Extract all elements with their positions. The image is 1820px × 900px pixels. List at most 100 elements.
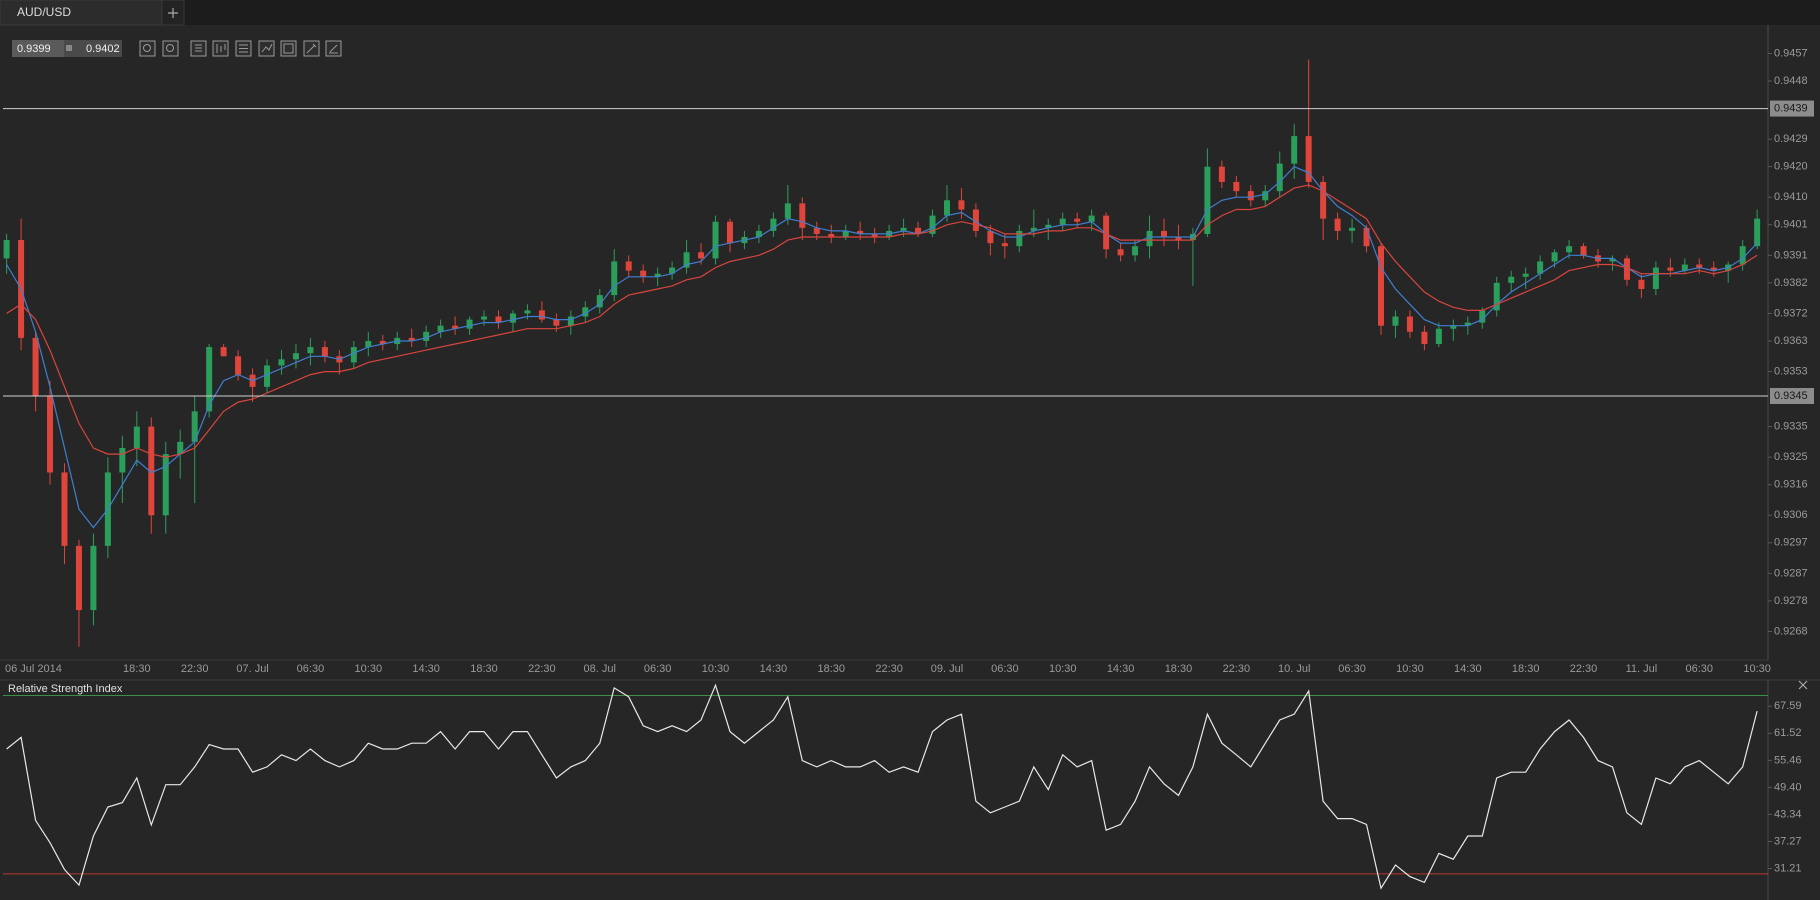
candle-body [278,359,285,366]
candle-body [1117,249,1124,256]
y-tick-label: 31.21 [1774,862,1802,874]
x-tick-label: 18:30 [123,663,151,675]
x-tick-label: 06:30 [1686,663,1714,675]
zoom-in-button[interactable] [139,40,156,57]
candle-body [452,325,459,329]
candle-body [1146,230,1153,247]
candle-body [524,310,531,314]
period-icon [195,44,202,52]
candle-body [481,316,488,320]
candle-body [264,365,271,387]
template-button[interactable] [280,40,297,57]
candle-body [75,545,82,611]
candle-body [1305,136,1312,182]
candle-body [509,313,516,323]
x-tick-label: 18:30 [817,663,845,675]
candle-body [423,331,430,341]
candle-body [538,310,545,320]
candle-body [1320,181,1327,219]
tab-bar [0,0,1820,25]
x-tick-label: 11. Jul [1626,663,1658,675]
candle-body [1479,310,1486,323]
x-tick-label: 22:30 [528,663,556,675]
plus-icon [168,8,178,18]
candle-body [235,356,242,375]
candle-body [61,472,68,546]
x-tick-label: 10:30 [702,663,730,675]
y-tick-label: 0.9297 [1774,537,1808,549]
compare-button[interactable] [258,40,275,57]
x-tick-label: 06:30 [1338,663,1366,675]
candle-body [90,545,97,611]
candle-body [1435,328,1442,345]
x-tick-label: 18:30 [1165,663,1193,675]
y-tick-label: 0.9420 [1774,161,1808,173]
x-tick-label: 09. Jul [931,663,963,675]
x-tick-label: 14:30 [1107,663,1135,675]
candle-body [828,233,835,237]
candle-body [871,233,878,237]
candle-body [640,270,647,277]
y-tick-label: 0.9457 [1774,47,1808,59]
candle-body [698,252,705,259]
y-tick-label: 0.9268 [1774,625,1808,637]
candle-body [1349,227,1356,231]
candle-body [1132,246,1139,256]
candle-body [1378,246,1385,326]
candle-body [553,319,560,326]
candle-body [611,261,618,296]
candle-body [625,261,632,271]
candle-body [1710,267,1717,271]
candle-body [437,325,444,332]
x-tick-label: 22:30 [181,663,209,675]
price-level-label: 0.9439 [1774,102,1808,114]
candle-body [1580,246,1587,256]
y-tick-label: 0.9335 [1774,421,1808,433]
candle-body [1421,331,1428,345]
candle-body [654,273,661,277]
candles-icon [216,44,226,53]
candle-body [1001,243,1008,247]
candle-body [220,347,227,357]
y-tick-label: 0.9316 [1774,479,1808,491]
y-tick-label: 0.9325 [1774,451,1808,463]
candle-body [755,230,762,237]
candle-body [379,340,386,345]
price-level-tag [1770,100,1814,117]
candle-body [1160,230,1167,237]
candle-body [1537,261,1544,274]
y-tick-label: 0.9401 [1774,219,1808,231]
zoom-out-button[interactable] [162,40,179,57]
candle-body [1464,322,1471,326]
candle-body [726,221,733,244]
candle-body [1566,246,1573,253]
close-panel-button[interactable] [1798,680,1808,690]
tab-title: AUD/USD [17,5,71,19]
candle-body [1681,264,1688,271]
candle-body [596,295,603,308]
candle-body [32,337,39,397]
candle-body [1218,166,1225,182]
candle-body [1508,276,1515,283]
rsi-line [6,683,1758,890]
x-tick-label: 10:30 [355,663,383,675]
pen-icon [329,44,338,54]
x-tick-label: 10:30 [1396,663,1424,675]
candle-body [1334,218,1341,231]
y-tick-label: 37.27 [1774,835,1802,847]
zoom-icon [143,44,151,52]
candle-body [1276,163,1283,192]
candle-body [1175,237,1182,241]
candle-body [119,448,126,473]
ask-price: 0.9402 [86,43,120,55]
bid-box[interactable] [12,40,64,57]
zoom-icon [166,44,174,52]
x-tick-label: 14:30 [412,663,440,675]
candle-body [972,209,979,231]
candle-body [958,200,965,210]
candle-body [3,240,10,259]
x-tick-label: 08. Jul [584,663,616,675]
